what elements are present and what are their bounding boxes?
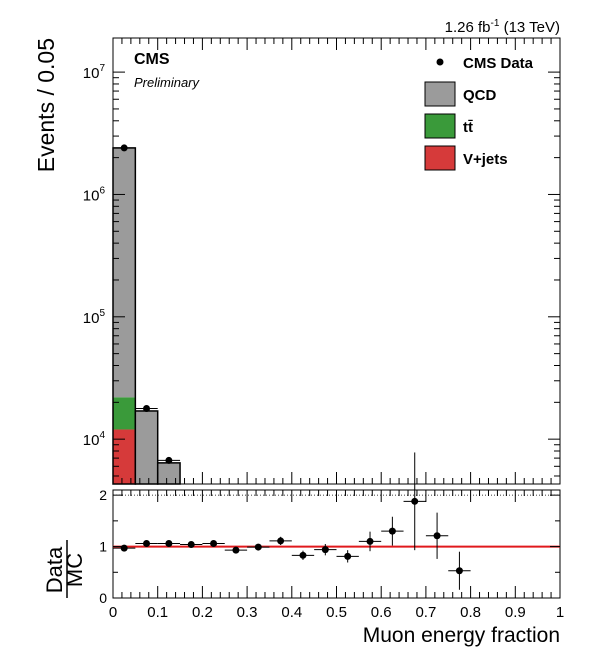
ratio-point-marker: [388, 527, 396, 535]
legend-swatch: [424, 145, 456, 171]
ratio-point-marker: [411, 497, 419, 505]
cms-label: CMS: [134, 51, 170, 68]
legend-entry: tt̄: [424, 113, 473, 139]
ratio-point: [448, 551, 471, 590]
x-tick-label: 0.7: [415, 604, 436, 621]
data-point: [143, 405, 151, 413]
x-tick-label: 0.3: [237, 604, 258, 621]
legend-entry: CMS Data: [436, 55, 534, 72]
legend-swatch: [424, 81, 456, 107]
x-tick-label: 0.9: [505, 604, 526, 621]
ratio-y-title-numerator: Data: [42, 546, 67, 593]
x-tick-label: 0.6: [371, 604, 392, 621]
ratio-point-marker: [433, 532, 441, 540]
ratio-y-axis: 0 1 2: [99, 487, 560, 606]
y-tick-label: 104: [83, 430, 106, 449]
ratio-point-marker: [321, 546, 329, 554]
ratio-point-marker: [120, 544, 128, 552]
ratio-point-marker: [187, 541, 195, 549]
ratio-point-marker: [344, 552, 352, 560]
ratio-point: [135, 539, 158, 547]
x-tick-label: 0: [109, 604, 117, 621]
ratio-point: [314, 544, 337, 556]
x-axis-title: Muon energy fraction: [363, 624, 560, 647]
ratio-points-group: [113, 452, 471, 590]
ratio-point: [403, 452, 426, 551]
ratio-point-marker: [210, 539, 218, 547]
legend-label: QCD: [463, 87, 497, 104]
bar-qcd-bin-0: [113, 147, 136, 398]
x-tick-label: 1: [556, 604, 564, 621]
ratio-point: [224, 546, 248, 554]
ratio-point: [291, 550, 315, 560]
ratio-point: [269, 536, 292, 546]
ratio-plot-frame: [112, 489, 561, 599]
ratio-point-marker: [165, 539, 173, 547]
bar-qcd-bin-1: [135, 410, 158, 484]
ratio-point-marker: [299, 551, 307, 559]
x-tick-label: 0.5: [326, 604, 347, 621]
legend-entry: QCD: [424, 81, 497, 107]
main-plot-frame: [112, 37, 561, 485]
bar-v-jets-bin-0: [113, 429, 136, 484]
preliminary-label: Preliminary: [134, 75, 201, 90]
ratio-x-axis: 0 0.1 0.2 0.3 0.4 0.5 0.6 0.7 0.8 0.9 1: [109, 490, 564, 621]
bar-qcd-bin-2: [157, 462, 181, 484]
ratio-y-axis-title: Data MC: [42, 540, 87, 598]
bar-tt--bin-0: [113, 397, 136, 430]
ratio-point: [425, 512, 449, 559]
legend: CMS Data QCD tt̄ V+jets: [424, 55, 534, 171]
main-y-axis-title: Events / 0.05: [33, 38, 59, 172]
legend-swatch: [424, 113, 456, 139]
ratio-point-marker: [232, 546, 240, 554]
y-tick-label: 106: [83, 185, 106, 204]
data-point: [120, 144, 128, 152]
legend-label: CMS Data: [463, 55, 534, 72]
data-point: [165, 456, 173, 464]
ratio-point: [202, 539, 225, 547]
x-tick-label: 0.2: [192, 604, 213, 621]
legend-marker: [436, 58, 444, 66]
ratio-point-marker: [143, 539, 151, 547]
x-tick-label: 0.1: [147, 604, 168, 621]
ratio-point: [381, 516, 404, 546]
ratio-point-marker: [277, 537, 285, 545]
ratio-point-marker: [455, 567, 463, 575]
legend-label: tt̄: [463, 119, 473, 136]
ratio-point: [157, 539, 181, 547]
ratio-y-title-denominator: MC: [62, 553, 87, 587]
ratio-point: [358, 531, 382, 552]
main-x-ticks: [112, 38, 561, 484]
main-bars-group: [112, 147, 181, 485]
ratio-y-tick-label: 2: [99, 487, 107, 503]
ratio-point-marker: [254, 543, 262, 551]
main-y-axis: 104 105 106 107: [83, 63, 560, 477]
ratio-point: [336, 550, 359, 563]
ratio-point: [247, 543, 270, 551]
y-tick-label: 105: [83, 308, 106, 327]
ratio-point-marker: [366, 537, 374, 545]
legend-entry: V+jets: [424, 145, 508, 171]
y-tick-label: 107: [83, 63, 106, 82]
main-data-group: [113, 144, 181, 464]
ratio-point: [180, 541, 203, 549]
luminosity-label: 1.26 fb-1 (13 TeV): [445, 18, 560, 36]
legend-label: V+jets: [463, 151, 508, 168]
ratio-y-tick-label: 0: [99, 590, 107, 606]
x-tick-label: 0.8: [460, 604, 481, 621]
ratio-y-tick-label: 1: [99, 539, 107, 555]
x-tick-label: 0.4: [281, 604, 302, 621]
